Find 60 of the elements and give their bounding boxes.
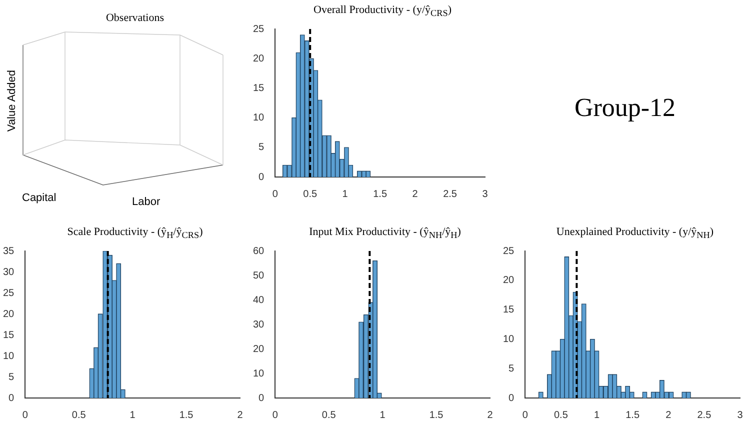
text: Capital: [22, 192, 56, 204]
x-tick-label: 3: [482, 188, 488, 200]
x-tick-label: 0.5: [554, 410, 568, 421]
y-tick-label: 30: [253, 319, 265, 330]
y-tick-label: 20: [3, 308, 15, 320]
y-tick-label: 20: [503, 275, 515, 286]
x-tick-label: 0: [272, 188, 278, 200]
x-tick-label: 1.5: [373, 188, 388, 200]
y-tick-label: 25: [253, 24, 265, 35]
x-tick-label: 2.5: [443, 188, 458, 200]
y-tick-label: 20: [253, 344, 265, 355]
y-tick-label: 5: [258, 142, 265, 154]
y-tick-label: 15: [3, 330, 15, 341]
x-tick-label: 0: [272, 410, 278, 421]
y-tick-label: 20: [253, 53, 265, 64]
y-tick-label: 10: [253, 368, 265, 380]
y-tick-label: 25: [3, 288, 15, 299]
chart-title: Scale Productivity - (ŷ$_{H}$/ŷ$_{CRS}$): [66, 225, 204, 242]
x-tick-label: 1: [380, 410, 386, 421]
y-tick-label: 10: [3, 350, 15, 362]
x-tick-label: 0.5: [72, 410, 86, 421]
x-tick-label: 0: [522, 410, 528, 421]
y-tick-label: 0: [258, 172, 265, 183]
x-tick-label: 1.5: [429, 410, 444, 421]
x-tick-label: 2: [412, 188, 418, 200]
chart-title: Unexplained Productivity - (y/ŷ$_{NH}$): [555, 225, 715, 242]
y-tick-label: 15: [503, 304, 515, 316]
y-tick-label: 25: [503, 246, 515, 257]
x-tick-label: 2.5: [697, 410, 712, 421]
x-tick-label: 1.5: [626, 410, 640, 421]
y-tick-label: 0: [258, 392, 265, 404]
x-tick-label: 2: [487, 410, 494, 421]
x-tick-label: 1: [342, 188, 348, 200]
y-tick-label: 10: [253, 112, 265, 124]
x-tick-label: 2: [237, 410, 244, 421]
text: Labor: [132, 196, 160, 208]
y-tick-label: 0: [8, 392, 15, 404]
x-tick-label: 0: [22, 410, 28, 421]
text: Value Added: [6, 70, 18, 132]
y-tick-label: 50: [253, 270, 265, 282]
x-tick-label: 1: [130, 410, 136, 421]
text: Observations: [104, 12, 166, 24]
y-tick-label: 5: [508, 363, 515, 374]
y-tick-label: 10: [503, 334, 515, 345]
chart-title: Input Mix Productivity - (ŷ$_{NH}$/ŷ$_{H}$): [308, 225, 462, 242]
x-tick-label: 0.5: [322, 410, 336, 421]
chart-title: Overall Productivity - (y/ŷ$_{CRS}$): [312, 3, 452, 20]
y-tick-label: 60: [253, 246, 265, 257]
x-tick-label: 3: [737, 410, 744, 421]
x-tick-label: 1: [594, 410, 600, 421]
y-tick-label: 5: [8, 372, 15, 383]
y-tick-label: 40: [253, 294, 265, 306]
x-tick-label: 0.5: [303, 188, 318, 200]
x-tick-label: 1.5: [179, 410, 194, 421]
y-tick-label: 15: [253, 82, 265, 94]
y-tick-label: 35: [3, 246, 15, 257]
y-tick-label: 0: [508, 392, 515, 404]
text: Group-12: [573, 92, 677, 124]
y-tick-label: 30: [3, 266, 15, 278]
x-tick-label: 2: [666, 410, 672, 421]
